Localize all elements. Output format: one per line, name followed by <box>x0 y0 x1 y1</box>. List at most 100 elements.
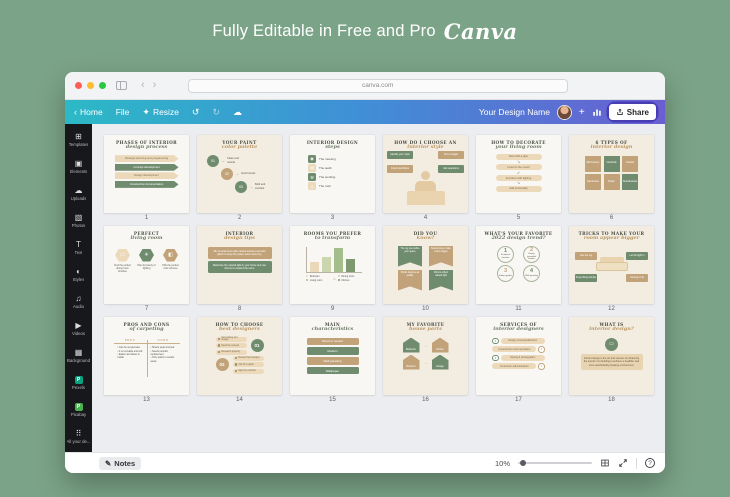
slide-art-element: • Can be inexpensive <box>117 346 141 350</box>
home-button[interactable]: ‹ Home <box>74 107 103 117</box>
sidebar-item-audio[interactable]: ♫ Audio <box>65 288 92 315</box>
fullscreen-icon[interactable] <box>618 458 628 468</box>
slide-subtitle: house parts <box>409 326 442 333</box>
slide-art-element: Contractor administration <box>492 363 537 370</box>
window-controls[interactable] <box>75 82 106 89</box>
slide-art-element: Plan for plenty of lighting <box>137 263 156 270</box>
slide-art-element: ◧ Pick the perfect color scheme <box>161 248 181 273</box>
grid-view-icon[interactable] <box>600 458 610 468</box>
minimize-window-button[interactable] <box>87 82 94 89</box>
sidebar-item-templates[interactable]: ⊞ Templates <box>65 126 92 153</box>
zoom-slider-thumb[interactable] <box>520 460 526 466</box>
slide-art-element: Read the reviews <box>215 343 247 349</box>
slide-art-element <box>337 278 340 282</box>
slide-thumbnail-2[interactable]: YOUR PAINT color palette 01 → Clean and neut… <box>197 135 282 213</box>
sidebar-item-pexels[interactable]: P Pexels <box>65 369 92 396</box>
slide-thumbnail-8[interactable]: INTERIOR design tips Mix neutral tones wit… <box>197 226 282 304</box>
slide-thumbnail-17[interactable]: SERVICES OF interior designers 1 Design con… <box>476 317 561 395</box>
templates-icon: ⊞ <box>75 131 82 141</box>
browser-forward-icon[interactable]: › <box>152 79 157 91</box>
slide-thumbnail-12[interactable]: TRICKS TO MAKE YOUR room appear bigger Use… <box>569 226 654 304</box>
slide-thumbnail-3[interactable]: INTERIOR DESIGN steps ◉ The meeting ▤ The aud… <box>290 135 375 213</box>
slide-thumbnail-14[interactable]: HOW TO CHOOSE best designers Set funding a… <box>197 317 282 395</box>
slide-cell: YOUR PAINT color palette 01 → Clean and neut… <box>197 135 282 223</box>
resize-button[interactable]: ✦ Resize <box>142 106 179 118</box>
slide-thumbnail-4[interactable]: HOW DO I CHOOSE AN interior style Identify… <box>383 135 468 213</box>
design-name[interactable]: Your Design Name <box>478 107 550 117</box>
sidebar-item-text[interactable]: T Text <box>65 234 92 261</box>
slide-title: INTERIOR <box>225 231 254 236</box>
slide-art-element: Industrial <box>603 155 620 172</box>
slide-art-element: 3 Indoor garden <box>497 264 514 282</box>
videos-icon: ▶ <box>75 320 82 330</box>
slide-thumbnail-16[interactable]: MY FAVORITE house parts Bathroom → Kitchen Be… <box>383 317 468 395</box>
slide-art-element <box>406 191 445 205</box>
sidebar-item-background[interactable]: ▦ Background <box>65 342 92 369</box>
slide-number: 6 <box>609 215 614 221</box>
slide-art-element: Design development <box>114 172 179 180</box>
slide-art-element: Pick the perfect color scheme <box>162 263 179 270</box>
slide-art-element: ↘ <box>516 180 521 186</box>
sidebar-item-styles[interactable]: ◐ Styles <box>65 261 92 288</box>
slide-art-element: The meeting <box>319 156 336 161</box>
slide-cell: WHAT IS interior design? ▭ Interior design … <box>569 317 654 405</box>
slide-thumbnail-7[interactable]: PERFECT living room ▭ Find the perfect dini… <box>104 226 189 304</box>
browser-window: ‹ › canva.com ‹ Home File ✦ Resize ↺ ↻ ☁ Y… <box>65 72 665 473</box>
page-heading: Fully Editable in Free and Pro Canva <box>0 0 730 62</box>
browser-sidebar-icon[interactable] <box>116 81 127 90</box>
slide-art-element: 3 <box>503 268 508 275</box>
slide-art-element: Mix neutral tones with natural textures … <box>207 247 272 259</box>
canvas-area[interactable]: PHASES OF INTERIOR design process Strategi… <box>92 124 665 452</box>
audio-icon: ♫ <box>75 293 82 303</box>
zoom-window-button[interactable] <box>99 82 106 89</box>
slide-art-element <box>599 257 624 264</box>
slide-art-element: Wall paneling <box>306 357 359 365</box>
slide-art-element: Kitchen <box>431 337 449 353</box>
slide-thumbnail-10[interactable]: DID YOU know? The rug can define your spac… <box>383 226 468 304</box>
slide-subtitle: interior design <box>590 144 633 151</box>
slide-art-element: Mirrors reflect natural light <box>429 269 453 291</box>
slide-thumbnail-18[interactable]: WHAT IS interior design? ▭ Interior design … <box>569 317 654 395</box>
slide-title: HOW TO CHOOSE <box>215 322 264 327</box>
slide-art-element: Bedroom → Garage <box>402 354 449 370</box>
share-button[interactable]: Share <box>608 104 656 120</box>
sidebar-item-elements[interactable]: ▣ Elements <box>65 153 92 180</box>
undo-button[interactable]: ↺ <box>191 106 200 117</box>
slide-thumbnail-6[interactable]: 6 TYPES OF interior design Mid-Century Indu… <box>569 135 654 213</box>
slide-art-element: Dining room <box>337 275 364 278</box>
slide-art-element: Concept development <box>114 163 179 171</box>
help-icon[interactable]: ? <box>645 458 655 468</box>
slide-thumbnail-1[interactable]: PHASES OF INTERIOR design process Strategi… <box>104 135 189 213</box>
slide-art-element: Find the perfect dining room furniture <box>114 263 131 273</box>
slide-thumbnail-15[interactable]: MAIN characteristics Wood or veneer Modern W… <box>290 317 375 395</box>
slide-thumbnail-11[interactable]: WHAT'S YOUR FAVORITE 2022 design trend? 1 S… <box>476 226 561 304</box>
slide-art-element: Plants improve air quality <box>398 269 422 291</box>
sidebar-item-videos[interactable]: ▶ Videos <box>65 315 92 342</box>
slide-thumbnail-13[interactable]: PROS AND CONS of carpeting PROS CONS • Can b… <box>104 317 189 395</box>
slide-art: ▭ Interior design is the art and science … <box>569 333 654 371</box>
analytics-icon[interactable] <box>592 107 602 117</box>
slide-art-element <box>415 181 436 191</box>
sidebar-item-photos[interactable]: ▧ Photos <box>65 207 92 234</box>
avatar[interactable] <box>556 104 572 120</box>
sidebar-item-uploads[interactable]: ☁ Uploads <box>65 180 92 207</box>
sidebar-item-label: Uploads <box>70 195 87 201</box>
add-collaborator-icon[interactable]: + <box>578 106 585 118</box>
file-menu[interactable]: File <box>115 107 130 117</box>
slide-number: 16 <box>422 397 429 403</box>
close-window-button[interactable] <box>75 82 82 89</box>
slide-subtitle: know? <box>416 235 435 242</box>
slide-art-element: Indoor garden <box>499 274 512 277</box>
slide-thumbnail-5[interactable]: HOW TO DECORATE your living room Start wit… <box>476 135 561 213</box>
zoom-slider[interactable] <box>518 460 592 466</box>
sidebar-item-pixabay[interactable]: P Pixabay <box>65 396 92 423</box>
slide-thumbnail-9[interactable]: ROOMS YOU PREFER to transform ⌂ Bedroom Dini… <box>290 226 375 304</box>
notes-button[interactable]: ✎ Notes <box>99 456 142 470</box>
sidebar-item-all-your-de[interactable]: ⠿ All your de... <box>65 423 92 450</box>
address-bar[interactable]: canva.com <box>187 78 568 93</box>
redo-button[interactable]: ↻ <box>212 106 221 117</box>
slide-art-element: Coastal <box>622 155 638 172</box>
browser-back-icon[interactable]: ‹ <box>141 79 145 91</box>
slide-art-element: 1 Design conceptualization <box>492 337 545 345</box>
slide-art: PROS CONS • Can be inexpensive • It so vers… <box>104 333 189 380</box>
